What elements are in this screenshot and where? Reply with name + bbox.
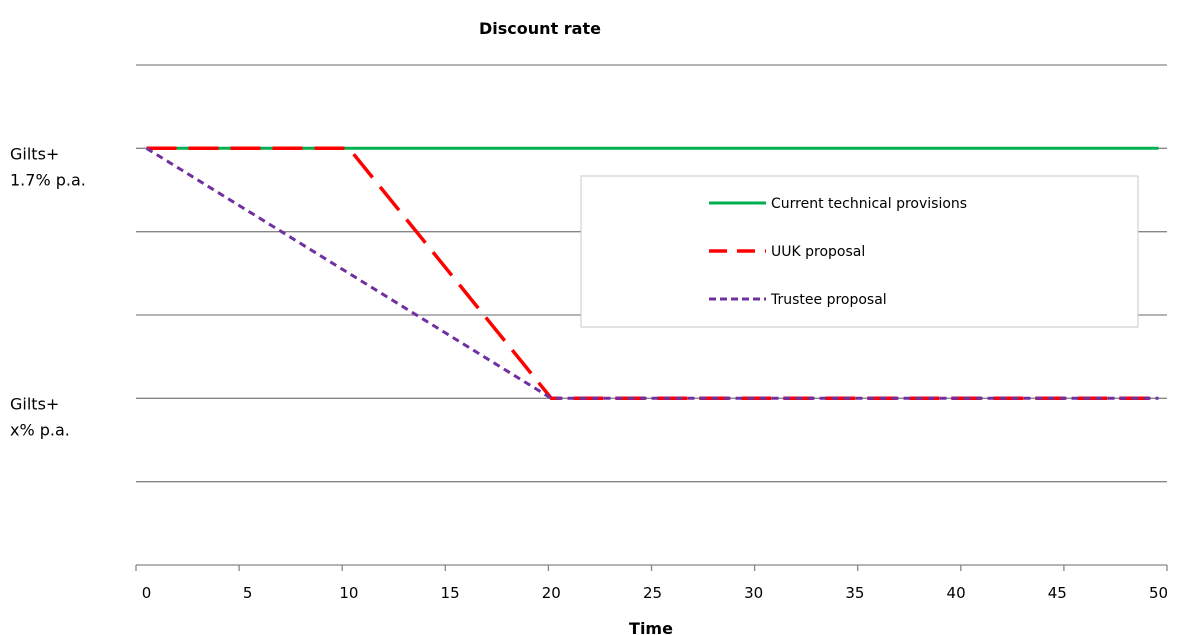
legend-label: UUK proposal [771, 244, 865, 260]
x-tick-label: 20 [542, 584, 561, 602]
x-tick-label: 25 [643, 584, 662, 602]
x-tick-label: 35 [845, 584, 864, 602]
legend: Current technical provisions UUK proposal… [580, 175, 1139, 328]
y-tick-label: Gilts+ 1.7% p.a. [10, 144, 86, 189]
series-line [146, 146, 1159, 401]
x-tick-label: 45 [1048, 584, 1067, 602]
chart-title: Discount rate [479, 19, 601, 38]
series-line [145, 147, 1159, 400]
x-tick-label: 10 [339, 584, 358, 602]
x-tick-label: 15 [441, 584, 460, 602]
x-axis-title: Time [629, 619, 673, 635]
x-tick-label: 40 [947, 584, 966, 602]
y-tick-label: Gilts+ x% p.a. [10, 394, 70, 439]
legend-label: Trustee proposal [770, 292, 887, 308]
x-tick-label: 30 [744, 584, 763, 602]
x-tick-label: 5 [243, 584, 253, 602]
series-lines [145, 146, 1159, 401]
x-tick-label: 0 [142, 584, 152, 602]
x-axis: 0 5 10 15 20 25 30 35 40 45 50 [135, 564, 1168, 602]
legend-box [580, 175, 1139, 328]
y-axis-labels: Gilts+ 1.7% p.a. Gilts+ x% p.a. [10, 144, 86, 439]
x-tick-label: 50 [1149, 584, 1168, 602]
legend-label: Current technical provisions [771, 196, 967, 212]
